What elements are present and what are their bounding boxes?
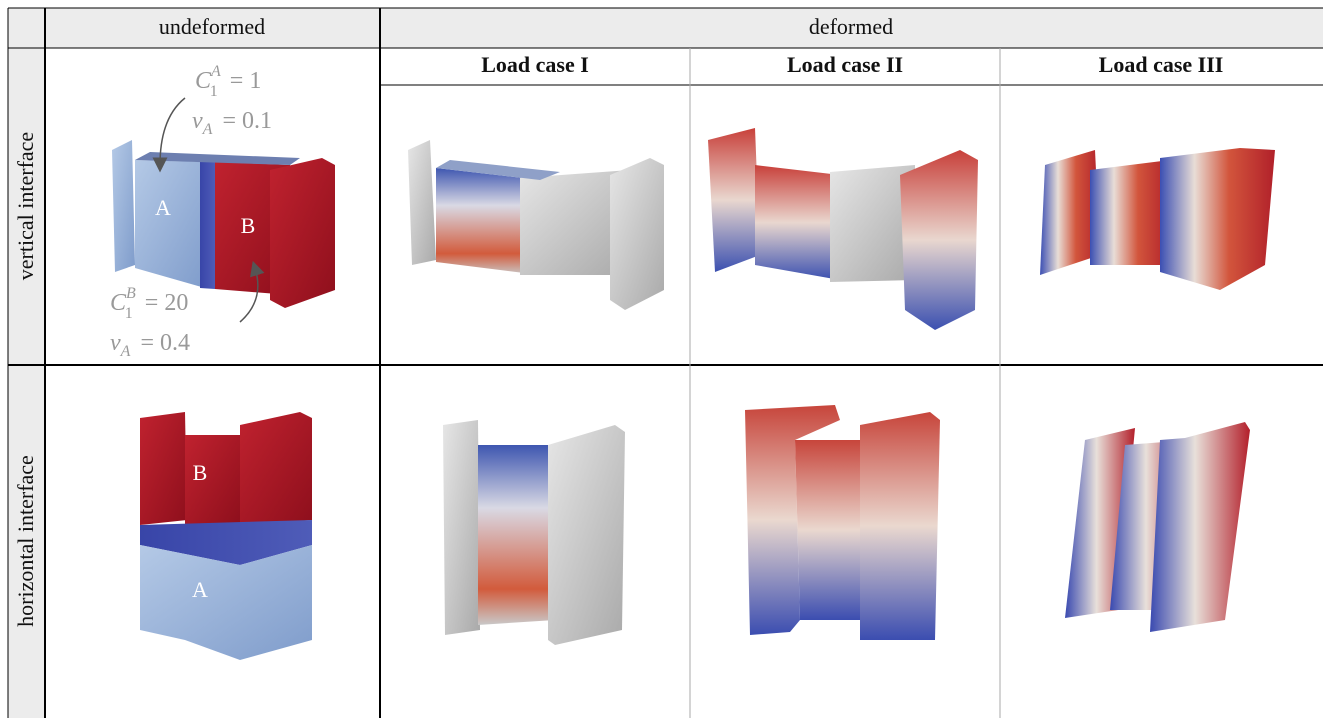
load-case-header: Load case III (1099, 52, 1224, 77)
header-deformed: deformed (809, 14, 893, 39)
text-part: = 0.4 (140, 330, 190, 356)
specimen-deformed (408, 140, 664, 310)
annotation: νA = 0.1 (192, 108, 272, 138)
annotation: νA = 0.4 (110, 330, 190, 360)
text-part: 1 (125, 305, 133, 322)
specimen-undeformed-vertical: A B (112, 140, 335, 308)
material-label: A (155, 195, 171, 220)
specimen-deformed (1040, 148, 1275, 290)
text-part: 1 (210, 83, 218, 100)
row-label: horizontal interface (13, 455, 38, 627)
material-label: B (241, 213, 256, 238)
load-case-header: Load case II (787, 52, 903, 77)
text-part: ν (110, 330, 121, 356)
load-case-header: Load case I (481, 52, 589, 77)
specimen-deformed (443, 420, 625, 645)
text-part: A (202, 121, 213, 138)
header-undeformed: undeformed (159, 14, 265, 39)
text-part: = 1 (230, 68, 262, 94)
row-label: vertical interface (13, 132, 38, 280)
text-part: ν (192, 108, 203, 134)
text-part: = 20 (145, 290, 189, 316)
specimen-deformed (745, 405, 940, 640)
specimen-undeformed-horizontal: B A (140, 412, 312, 660)
text-part: A (210, 63, 221, 80)
text-part: = 0.1 (222, 108, 272, 134)
figure-table: undeformed deformed Load case I Load cas… (0, 0, 1323, 718)
material-label: B (193, 460, 208, 485)
text-part: B (126, 285, 136, 302)
specimen-deformed (708, 128, 978, 330)
material-label: A (192, 577, 208, 602)
text-part: A (120, 343, 131, 360)
specimen-deformed (1065, 422, 1250, 632)
